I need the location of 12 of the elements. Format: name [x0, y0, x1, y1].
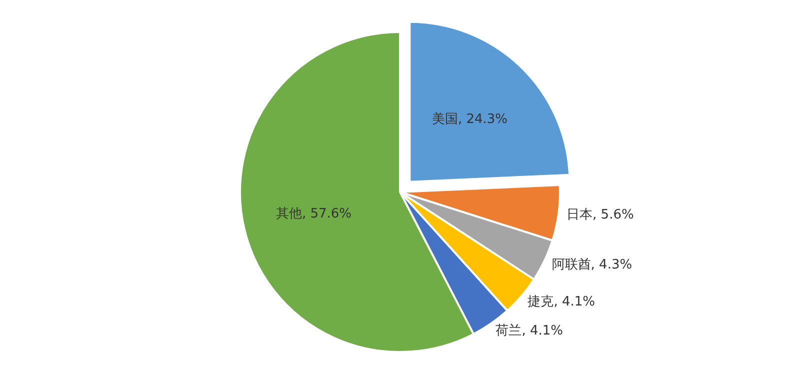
data-label: , 24.3%: [458, 112, 508, 127]
data-label: , 4.1%: [522, 324, 564, 339]
slice-label: 日本: [566, 208, 593, 223]
data-label: , 5.6%: [592, 208, 634, 223]
slice-label: 捷克: [528, 294, 554, 310]
slice-label: 其他: [276, 206, 302, 222]
slice-label: 阿联酋: [552, 258, 591, 273]
data-label: , 57.6%: [302, 206, 352, 222]
data-label: , 4.3%: [590, 258, 632, 273]
slice-label: 荷兰: [496, 324, 522, 339]
slice-label: 美国: [432, 110, 458, 127]
data-label: , 4.1%: [554, 294, 596, 310]
